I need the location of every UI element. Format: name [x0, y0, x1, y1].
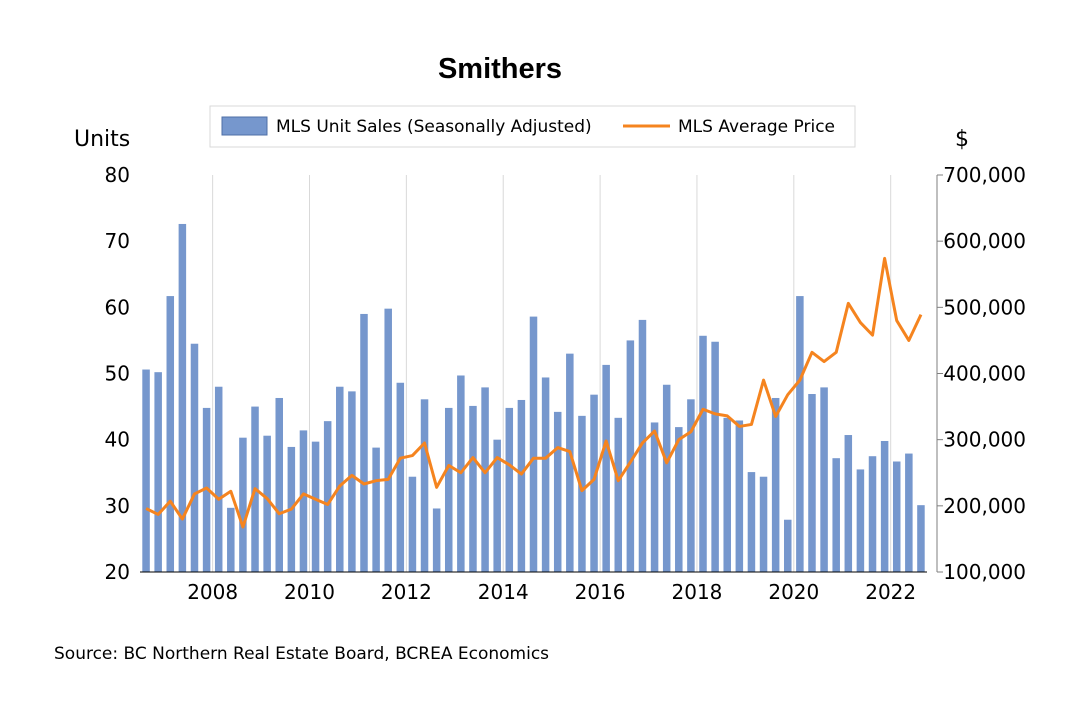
unit-sales-bar: [759, 476, 768, 572]
unit-sales-bar: [856, 469, 865, 572]
bar-series: [142, 223, 925, 572]
unit-sales-bar: [614, 417, 623, 572]
unit-sales-bar: [735, 420, 744, 572]
unit-sales-bar: [662, 384, 671, 572]
legend-box: [209, 105, 856, 148]
unit-sales-bar: [432, 508, 441, 572]
unit-sales-bar: [263, 435, 271, 572]
x-tick-label: 2010: [284, 580, 335, 604]
line-series: [145, 256, 923, 529]
y-left-tick-label: 60: [105, 295, 130, 319]
unit-sales-bar: [239, 437, 247, 572]
unit-sales-bar: [771, 397, 780, 572]
unit-sales-bar: [905, 453, 913, 572]
unit-sales-bar: [796, 296, 804, 572]
unit-sales-bar: [687, 399, 695, 572]
unit-sales-bar: [311, 441, 320, 572]
y-right-tick-label: 100,000: [943, 560, 1026, 584]
unit-sales-bar: [820, 387, 828, 572]
unit-sales-bar: [336, 386, 344, 572]
source-note: Source: BC Northern Real Estate Board, B…: [54, 644, 549, 664]
unit-sales-bar: [408, 476, 417, 572]
unit-sales-bar: [566, 353, 574, 572]
unit-sales-bar: [917, 505, 925, 572]
unit-sales-bar: [372, 447, 380, 572]
unit-sales-bar: [602, 364, 610, 572]
x-tick-label: 2016: [575, 580, 626, 604]
x-tick-label: 2018: [672, 580, 723, 604]
unit-sales-bar: [505, 407, 514, 572]
unit-sales-bar: [360, 313, 368, 572]
axes: 20 30 40 50 60 70 80 100,000 200,000 300,000 400,0…: [105, 163, 1026, 604]
unit-sales-bar: [784, 519, 792, 572]
y-left-tick-label: 80: [105, 163, 130, 187]
unit-sales-bar: [166, 296, 175, 572]
unit-sales-bar: [190, 343, 199, 572]
unit-sales-bar: [227, 507, 235, 572]
y-left-tick-label: 70: [105, 229, 130, 253]
unit-sales-bar: [444, 407, 453, 572]
unit-sales-bar: [469, 405, 477, 572]
unit-sales-bar: [650, 422, 659, 572]
x-tick-label: 2012: [381, 580, 432, 604]
x-tick-label: 2008: [187, 580, 238, 604]
legend-bar-swatch: [221, 116, 268, 136]
y-left-tick-label: 30: [105, 494, 130, 518]
y-right-tick-label: 400,000: [943, 362, 1026, 386]
x-tick-label: 2022: [865, 580, 916, 604]
unit-sales-bar: [638, 319, 647, 572]
y-right-tick-label: 200,000: [943, 494, 1026, 518]
unit-sales-bar: [844, 435, 853, 572]
unit-sales-bar: [214, 386, 223, 572]
unit-sales-bar: [275, 397, 283, 572]
unit-sales-bar: [590, 394, 598, 572]
unit-sales-bar: [541, 377, 550, 572]
unit-sales-bar: [808, 394, 816, 572]
y-left-tick-label: 20: [105, 560, 130, 584]
unit-sales-bar: [675, 427, 683, 572]
unit-sales-bar: [323, 421, 332, 572]
unit-sales-bar: [578, 415, 586, 572]
gridlines: [212, 175, 892, 572]
unit-sales-bar: [493, 439, 501, 572]
unit-sales-bar: [892, 461, 901, 572]
y-right-tick-label: 500,000: [943, 295, 1026, 319]
unit-sales-bar: [832, 458, 840, 572]
y-left-tick-label: 40: [105, 428, 130, 452]
y-right-tick-label: 600,000: [943, 229, 1026, 253]
unit-sales-bar: [384, 308, 392, 572]
unit-sales-bar: [711, 341, 719, 572]
unit-sales-bar: [747, 472, 756, 572]
unit-sales-bar: [529, 316, 538, 572]
unit-sales-bar: [154, 372, 162, 572]
unit-sales-bar: [517, 399, 526, 572]
unit-sales-bar: [481, 387, 489, 572]
unit-sales-bar: [553, 411, 562, 572]
unit-sales-bar: [348, 391, 356, 572]
unit-sales-bar: [299, 430, 308, 572]
y-left-axis-title: Units: [74, 127, 130, 152]
unit-sales-bar: [142, 369, 150, 572]
unit-sales-bar: [178, 223, 187, 572]
y-right-tick-label: 700,000: [943, 163, 1026, 187]
unit-sales-bar: [626, 340, 635, 572]
chart-title: Smithers: [438, 53, 562, 85]
unit-sales-bar: [420, 399, 429, 572]
x-tick-label: 2014: [478, 580, 529, 604]
unit-sales-bar: [699, 335, 707, 572]
x-tick-label: 2020: [768, 580, 819, 604]
unit-sales-bar: [868, 456, 877, 572]
unit-sales-bar: [880, 440, 889, 572]
y-left-tick-label: 50: [105, 362, 130, 386]
unit-sales-bar: [396, 382, 405, 572]
legend-bar-label: MLS Unit Sales (Seasonally Adjusted): [276, 117, 592, 137]
y-right-tick-label: 300,000: [943, 428, 1026, 452]
legend: MLS Unit Sales (Seasonally Adjusted) MLS…: [209, 105, 856, 148]
y-right-axis-title: $: [955, 127, 969, 152]
legend-line-label: MLS Average Price: [678, 117, 835, 137]
unit-sales-bar: [723, 417, 731, 572]
